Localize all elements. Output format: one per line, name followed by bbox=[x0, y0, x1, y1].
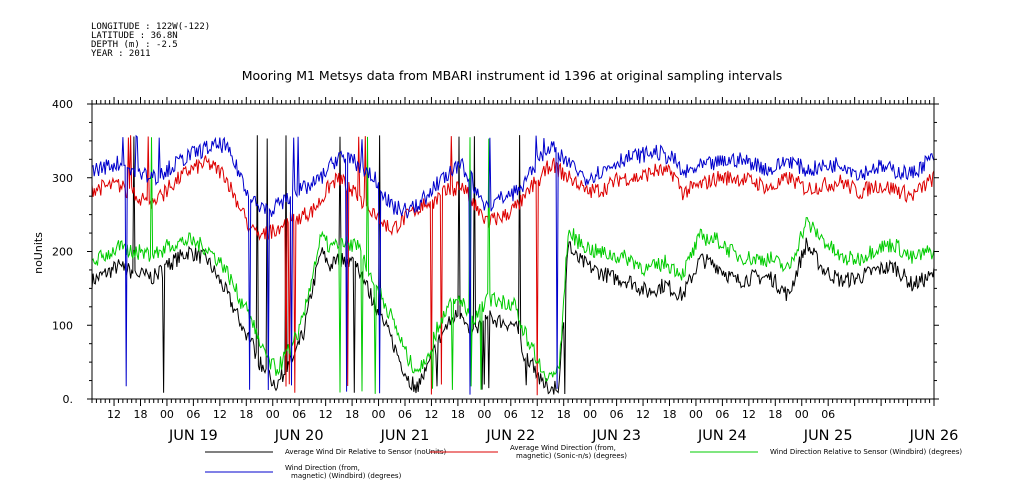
legend: Average Wind Dir Relative to Sensor (noU… bbox=[205, 444, 962, 480]
hour-tick-label: 18 bbox=[345, 408, 359, 421]
hour-tick-label: 12 bbox=[742, 408, 756, 421]
hour-tick-label: 12 bbox=[636, 408, 650, 421]
y-tick-label: 200 bbox=[52, 246, 73, 259]
chart-title: Mooring M1 Metsys data from MBARI instru… bbox=[242, 68, 783, 83]
series-layer bbox=[91, 134, 935, 396]
y-tick-label: 400 bbox=[52, 98, 73, 111]
day-label: JUN 22 bbox=[485, 428, 535, 444]
metadata-line: DEPTH (m) : -2.5 bbox=[91, 40, 178, 50]
hour-tick-label: 00 bbox=[689, 408, 703, 421]
series-line-2 bbox=[91, 135, 935, 396]
metadata-block: LONGITUDE : 122W(-122)LATITUDE : 36.8NDE… bbox=[91, 22, 210, 59]
hour-tick-label: 00 bbox=[372, 408, 386, 421]
metadata-line: LONGITUDE : 122W(-122) bbox=[91, 22, 210, 32]
hour-tick-label: 12 bbox=[319, 408, 333, 421]
hour-tick-label: 18 bbox=[239, 408, 253, 421]
axes-layer: 0. 100 200 300 400 12 18 00 06 12 18 00 06 12 18 00 06 12… bbox=[52, 97, 958, 444]
day-label: JUN 20 bbox=[274, 428, 324, 444]
hour-tick-label: 06 bbox=[186, 408, 200, 421]
hour-tick-label: 18 bbox=[768, 408, 782, 421]
day-label: JUN 19 bbox=[168, 428, 218, 444]
legend-label: Wind Direction (from, magnetic) (Windbird… bbox=[285, 464, 402, 480]
hour-tick-label: 06 bbox=[504, 408, 518, 421]
hour-tick-label: 18 bbox=[133, 408, 147, 421]
hour-tick-label: 00 bbox=[795, 408, 809, 421]
metadata-line: LATITUDE : 36.8N bbox=[91, 31, 178, 41]
hour-tick-label: 00 bbox=[266, 408, 280, 421]
series-line-3 bbox=[91, 136, 935, 394]
hour-tick-label: 06 bbox=[292, 408, 306, 421]
hour-tick-label: 18 bbox=[451, 408, 465, 421]
day-label: JUN 25 bbox=[803, 428, 853, 444]
legend-label: Wind Direction Relative to Sensor (Windb… bbox=[770, 448, 962, 456]
series-line-4 bbox=[91, 134, 935, 395]
day-label: JUN 23 bbox=[591, 428, 641, 444]
hour-tick-label: 06 bbox=[821, 408, 835, 421]
hour-tick-label: 12 bbox=[530, 408, 544, 421]
hour-tick-label: 18 bbox=[662, 408, 676, 421]
day-label: JUN 21 bbox=[380, 428, 430, 444]
hour-tick-label: 12 bbox=[424, 408, 438, 421]
hour-tick-label: 18 bbox=[557, 408, 571, 421]
legend-label: Average Wind Direction (from, magnetic) (… bbox=[510, 444, 627, 460]
y-tick-label: 0. bbox=[63, 393, 74, 406]
legend-label: Average Wind Dir Relative to Sensor (noU… bbox=[285, 448, 446, 456]
metadata-line: YEAR : 2011 bbox=[91, 49, 151, 59]
hour-tick-label: 00 bbox=[160, 408, 174, 421]
hour-tick-label: 06 bbox=[398, 408, 412, 421]
hour-tick-label: 00 bbox=[583, 408, 597, 421]
y-axis-label: noUnits bbox=[32, 232, 45, 274]
hour-tick-label: 00 bbox=[477, 408, 491, 421]
hour-tick-label: 12 bbox=[107, 408, 121, 421]
series-line-1 bbox=[91, 135, 935, 395]
y-tick-label: 100 bbox=[52, 319, 73, 332]
hour-tick-label: 12 bbox=[213, 408, 227, 421]
day-label: JUN 26 bbox=[909, 428, 959, 444]
y-tick-label: 300 bbox=[52, 172, 73, 185]
hour-tick-label: 06 bbox=[715, 408, 729, 421]
day-label: JUN 24 bbox=[697, 428, 747, 444]
hour-tick-label: 06 bbox=[610, 408, 624, 421]
